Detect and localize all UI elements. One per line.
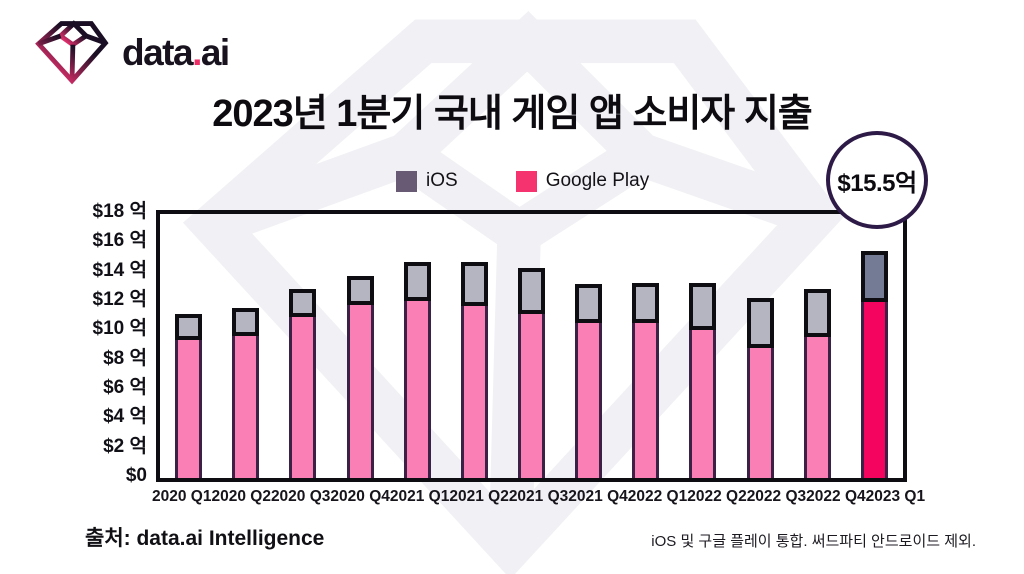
bar-group [389, 214, 446, 478]
x-axis-label: 2020 Q2 [211, 488, 271, 505]
y-axis-label: $18 억 [92, 201, 147, 222]
logo-dot: . [192, 32, 202, 73]
x-axis-label: 2020 Q1 [152, 488, 212, 505]
bar-segment-ios [575, 284, 603, 323]
x-axis-label: 2023 Q1 [865, 488, 926, 505]
legend-swatch-google-play [515, 170, 537, 192]
bar-segment-ios [803, 288, 831, 338]
x-axis-label: 2020 Q3 [270, 488, 331, 505]
bar-segment-ios [746, 297, 774, 348]
y-axis-label: $4 억 [103, 406, 147, 428]
bar-segment-ios [289, 288, 317, 317]
y-axis-label: $14 억 [92, 259, 147, 281]
bar-segment-google-play [689, 329, 717, 478]
y-axis: $18 억 $16 억 $14 억 $12 억 $10 억 $8 억 $6 억 $4 억 $2 … [0, 202, 147, 500]
bar-segment-google-play [289, 316, 317, 478]
plot-area [156, 210, 907, 482]
y-axis-label: $0 [125, 465, 147, 486]
bar-segment-google-play [632, 322, 660, 478]
data-ai-diamond-icon [35, 20, 109, 85]
bar-group [160, 214, 217, 478]
page-title: 2023년 1분기 국내 게임 앱 소비자 지출 [212, 93, 813, 135]
bar-segment-google-play [575, 322, 603, 478]
bar-group [217, 214, 274, 478]
y-axis-label: $6 억 [103, 377, 147, 398]
bar-segment-google-play [460, 306, 488, 478]
bar-group [560, 214, 617, 478]
bar-segment-google-play [403, 300, 431, 478]
bar-group [789, 214, 846, 478]
x-axis: 2020 Q1 2020 Q2 2020 Q3 2020 Q4 2021 Q1 2021 … [152, 488, 925, 506]
x-axis-label: 2021 Q2 [449, 488, 509, 505]
bar-segment-google-play [232, 335, 260, 478]
bars [160, 214, 903, 478]
legend: iOS Google Play [396, 170, 649, 192]
footer-source: 출처: data.ai Intelligence [85, 527, 325, 550]
legend-item-ios: iOS [396, 170, 458, 192]
bar-segment-google-play [803, 337, 831, 478]
x-axis-label: 2021 Q4 [568, 488, 628, 505]
bar-group [846, 214, 903, 478]
y-axis-label: $16 억 [92, 230, 147, 252]
bar-segment-ios [689, 283, 717, 330]
bar-group [331, 214, 388, 478]
bar-segment-google-play [175, 340, 203, 478]
footer-note: iOS 및 구글 플레이 통합. 써드파티 안드로이드 제외. [651, 533, 976, 550]
x-axis-label: 2022 Q1 [627, 488, 688, 505]
bar-group [617, 214, 674, 478]
bar-segment-ios [632, 282, 660, 323]
bar-group [674, 214, 731, 478]
bar-group [503, 214, 560, 478]
legend-label-google-play: Google Play [545, 170, 650, 191]
y-axis-label: $10 억 [92, 318, 147, 340]
bar-segment-ios [860, 250, 888, 302]
x-axis-label: 2022 Q2 [687, 488, 747, 505]
bar-group [274, 214, 331, 478]
legend-swatch-ios [396, 170, 417, 192]
y-axis-label: $2 억 [103, 435, 147, 457]
y-axis-label: $8 억 [103, 347, 147, 369]
callout-value: $15.5억 [837, 169, 917, 197]
bar-segment-google-play [746, 347, 774, 478]
callout-bubble: $15.5억 [826, 131, 928, 229]
bar-segment-google-play [346, 304, 374, 478]
x-axis-label: 2022 Q4 [806, 488, 866, 505]
bar-segment-ios [232, 307, 260, 336]
x-axis-label: 2021 Q1 [389, 488, 450, 505]
x-axis-label: 2020 Q4 [330, 488, 390, 505]
bar-segment-ios [175, 313, 203, 341]
logo-text: data.ai [122, 32, 230, 73]
bar-segment-google-play [860, 302, 888, 478]
bar-group [732, 214, 789, 478]
legend-item-google-play: Google Play [515, 170, 650, 192]
legend-label-ios: iOS [426, 170, 458, 191]
x-axis-label: 2021 Q3 [508, 488, 569, 505]
y-axis-label: $12 억 [92, 289, 147, 310]
bar-segment-ios [460, 262, 488, 307]
bar-segment-ios [346, 275, 374, 305]
bar-segment-ios [518, 268, 546, 314]
logo: data.ai [28, 10, 230, 90]
x-axis-label: 2022 Q3 [746, 488, 807, 505]
bar-group [446, 214, 503, 478]
bar-segment-google-play [518, 313, 546, 478]
bar-segment-ios [403, 262, 431, 301]
